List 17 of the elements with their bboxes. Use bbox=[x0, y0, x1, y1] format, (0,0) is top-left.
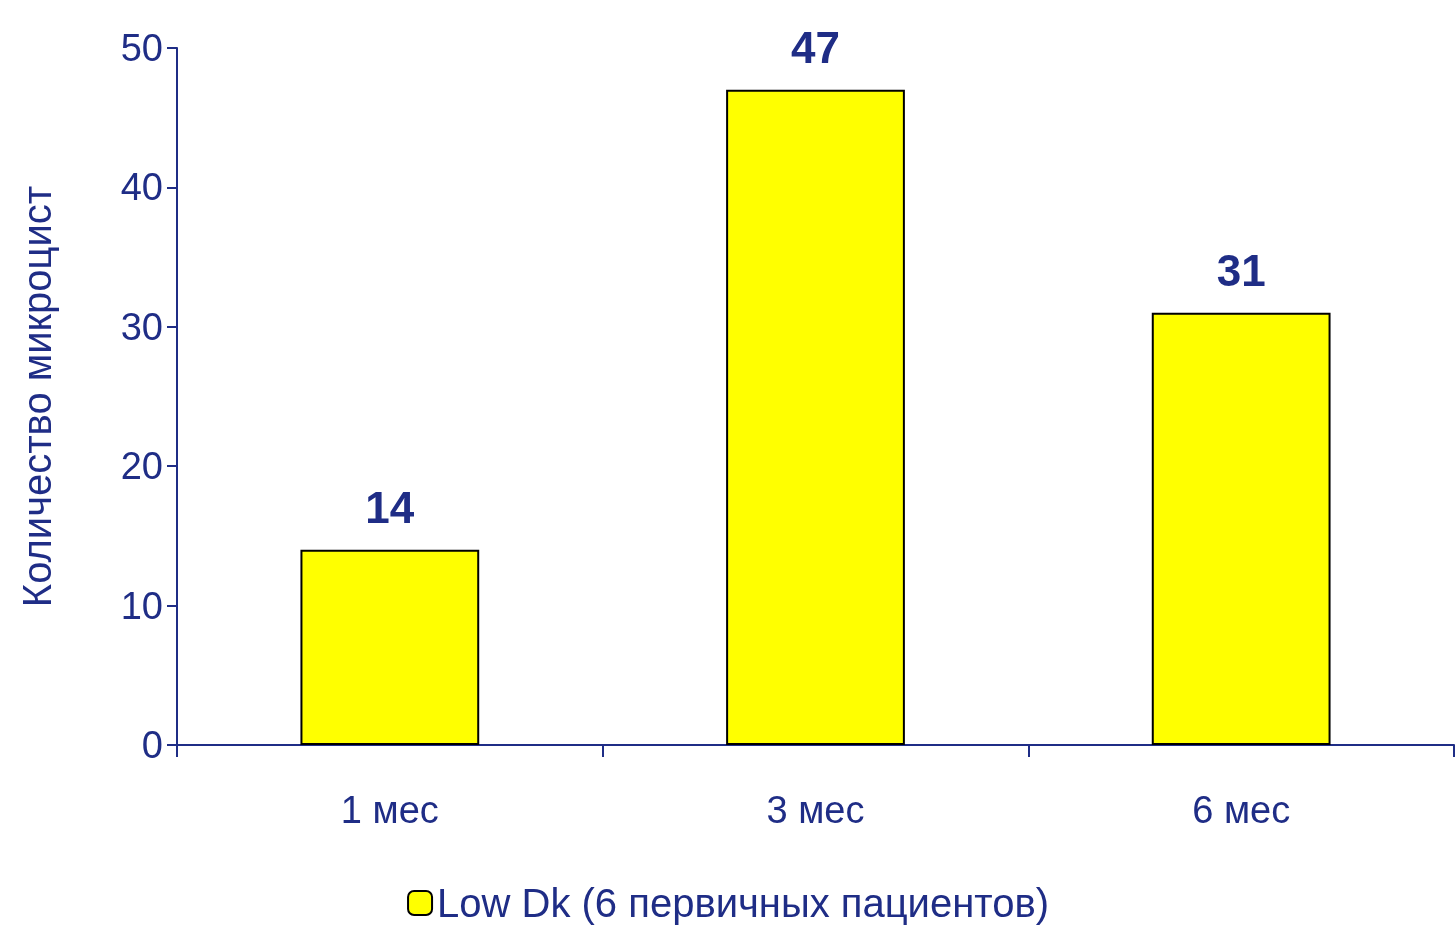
y-tick-label: 0 bbox=[141, 724, 163, 766]
data-label: 14 bbox=[365, 483, 415, 533]
y-tick-label: 40 bbox=[120, 166, 163, 209]
data-label: 31 bbox=[1216, 246, 1266, 296]
legend-label: Low Dk (6 первичных пациентов) bbox=[437, 881, 1049, 925]
bar bbox=[300, 549, 480, 745]
y-tick-label: 30 bbox=[120, 305, 163, 348]
bar bbox=[1151, 312, 1331, 745]
y-tick-label: 10 bbox=[120, 584, 163, 627]
y-axis-title: Количество микроцист bbox=[15, 185, 59, 608]
x-tick-label: 3 мес bbox=[766, 789, 865, 831]
y-tick-label: 50 bbox=[120, 27, 163, 69]
bar bbox=[726, 89, 905, 745]
y-tick-label: 20 bbox=[120, 445, 163, 488]
x-tick-label: 1 мес bbox=[340, 789, 439, 831]
data-label: 47 bbox=[791, 23, 840, 73]
x-tick-label: 6 мес bbox=[1192, 789, 1291, 831]
